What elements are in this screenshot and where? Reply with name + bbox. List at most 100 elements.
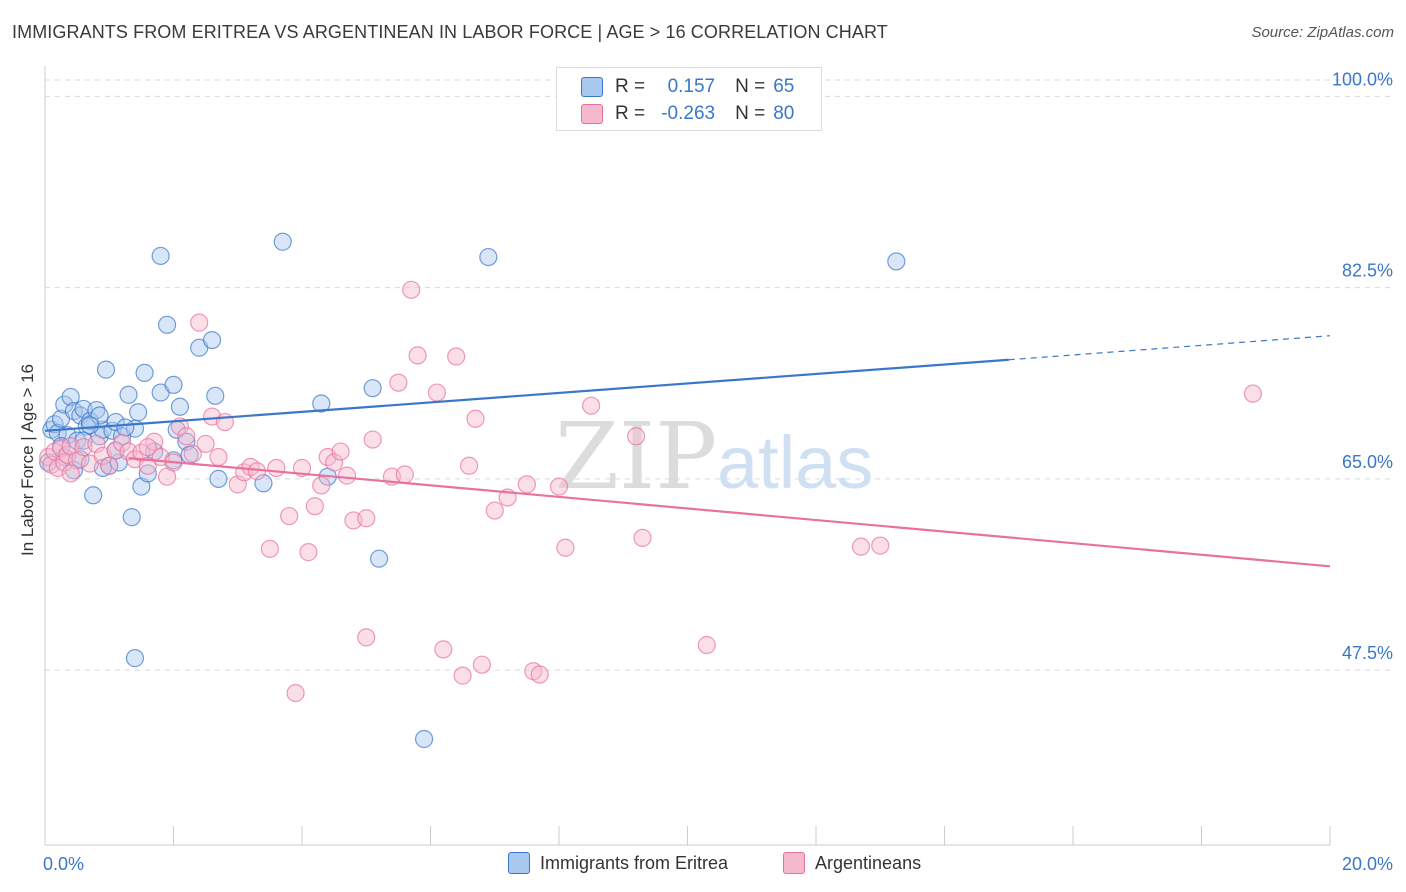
legend-swatch-eritrea bbox=[581, 77, 603, 97]
data-point-eritrea bbox=[116, 418, 135, 437]
y-tick-label: 100.0% bbox=[1332, 69, 1393, 89]
data-point-argentinean bbox=[556, 538, 575, 557]
data-point-eritrea bbox=[129, 403, 148, 422]
data-point-argentinean bbox=[453, 666, 472, 685]
data-point-eritrea bbox=[887, 252, 906, 271]
y-tick-label: 65.0% bbox=[1342, 452, 1393, 472]
data-point-argentinean bbox=[280, 506, 299, 526]
data-point-eritrea bbox=[80, 411, 100, 431]
data-point-argentinean bbox=[61, 464, 80, 483]
data-point-argentinean bbox=[305, 497, 324, 516]
data-point-argentinean bbox=[1243, 384, 1263, 403]
correlation-legend: R = 0.157 N = 65 R = -0.263 N = 80 bbox=[556, 67, 822, 131]
data-point-argentinean bbox=[389, 373, 408, 392]
data-point-argentinean bbox=[260, 539, 279, 558]
data-point-argentinean bbox=[395, 465, 414, 484]
data-point-argentinean bbox=[183, 444, 202, 463]
trend-line-eritrea-extension bbox=[1008, 335, 1331, 361]
y-tick-label: 82.5% bbox=[1342, 261, 1393, 281]
data-point-argentinean bbox=[299, 543, 318, 562]
data-point-argentinean bbox=[427, 383, 447, 402]
data-point-argentinean bbox=[100, 456, 119, 475]
x-tick-label: 20.0% bbox=[1342, 854, 1393, 874]
data-point-argentinean bbox=[549, 477, 569, 496]
legend-r-value: 0.157 bbox=[667, 76, 716, 97]
legend-n-value: 65 bbox=[773, 76, 795, 97]
data-point-eritrea bbox=[84, 486, 103, 505]
legend-row-eritrea: R = 0.157 N = 65 bbox=[581, 75, 794, 99]
data-point-argentinean bbox=[626, 427, 646, 446]
data-point-argentinean bbox=[363, 430, 382, 449]
data-point-eritrea bbox=[135, 363, 154, 382]
data-point-argentinean bbox=[337, 466, 357, 485]
data-point-eritrea bbox=[164, 375, 183, 395]
data-point-eritrea bbox=[122, 508, 141, 527]
data-point-eritrea bbox=[312, 394, 331, 413]
data-point-eritrea bbox=[363, 379, 382, 398]
legend-item-eritrea: Immigrants from Eritrea bbox=[508, 852, 728, 874]
data-point-argentinean bbox=[138, 438, 157, 457]
legend-item-argentinean: Argentineans bbox=[783, 852, 921, 874]
data-point-argentinean bbox=[485, 501, 504, 520]
series-argentinean-points bbox=[39, 280, 1263, 703]
data-point-argentinean bbox=[582, 396, 601, 415]
data-point-argentinean bbox=[267, 458, 286, 478]
grid-lines bbox=[45, 79, 1395, 671]
data-point-argentinean bbox=[190, 313, 209, 332]
legend-r-label: R = bbox=[615, 103, 646, 124]
data-point-argentinean bbox=[292, 458, 312, 478]
data-point-argentinean bbox=[196, 434, 215, 454]
data-point-argentinean bbox=[357, 628, 376, 647]
data-point-argentinean bbox=[312, 476, 331, 495]
data-point-eritrea bbox=[170, 397, 190, 416]
data-point-eritrea bbox=[119, 385, 138, 404]
watermark: ZIP atlas bbox=[555, 403, 873, 510]
data-point-eritrea bbox=[61, 387, 80, 407]
y-tick-label: 47.5% bbox=[1342, 643, 1393, 663]
axes bbox=[44, 66, 1331, 846]
legend-item-swatch bbox=[783, 852, 805, 874]
legend-row-argentinean: R = -0.263 N = 80 bbox=[581, 102, 794, 126]
data-point-argentinean bbox=[286, 683, 305, 703]
data-point-argentinean bbox=[209, 447, 228, 467]
chart-title: IMMIGRANTS FROM ERITREA VS ARGENTINEAN I… bbox=[12, 22, 888, 42]
data-point-argentinean bbox=[697, 635, 716, 655]
data-point-eritrea bbox=[273, 232, 292, 251]
data-point-argentinean bbox=[517, 475, 536, 494]
watermark-atlas: atlas bbox=[717, 421, 873, 504]
legend-r-label: R = bbox=[615, 76, 646, 97]
data-point-eritrea bbox=[206, 386, 225, 405]
trend-line-argentinean bbox=[128, 457, 1331, 568]
data-point-argentinean bbox=[331, 442, 350, 461]
legend-n-value: 80 bbox=[773, 103, 795, 124]
data-point-argentinean bbox=[447, 347, 466, 366]
data-point-argentinean bbox=[472, 655, 491, 674]
watermark-zip: ZIP bbox=[555, 403, 717, 510]
data-point-eritrea bbox=[157, 315, 177, 334]
data-point-eritrea bbox=[87, 400, 106, 420]
data-point-eritrea bbox=[202, 331, 222, 350]
legend-n-label: N = bbox=[735, 103, 766, 124]
data-point-eritrea bbox=[138, 464, 157, 483]
data-point-eritrea bbox=[209, 469, 228, 488]
legend-item-label: Argentineans bbox=[815, 852, 922, 873]
data-point-argentinean bbox=[530, 665, 549, 684]
x-tick-label: 0.0% bbox=[43, 854, 84, 874]
legend-swatch-argentinean bbox=[581, 104, 603, 124]
data-point-argentinean bbox=[851, 537, 871, 556]
legend-r-value: -0.263 bbox=[661, 103, 716, 124]
data-point-argentinean bbox=[408, 346, 427, 365]
data-point-argentinean bbox=[357, 509, 376, 528]
data-point-argentinean bbox=[177, 427, 196, 446]
data-point-eritrea bbox=[414, 729, 434, 749]
data-point-argentinean bbox=[633, 528, 652, 548]
trend-line-eritrea bbox=[44, 358, 1009, 432]
data-point-argentinean bbox=[459, 456, 479, 475]
trend-lines bbox=[44, 335, 1331, 568]
data-point-argentinean bbox=[871, 536, 890, 555]
data-point-eritrea bbox=[370, 549, 389, 568]
source-label: Source: ZipAtlas.com bbox=[1251, 24, 1394, 41]
data-point-eritrea bbox=[64, 461, 84, 480]
data-point-argentinean bbox=[434, 640, 453, 659]
data-point-eritrea bbox=[96, 360, 116, 379]
